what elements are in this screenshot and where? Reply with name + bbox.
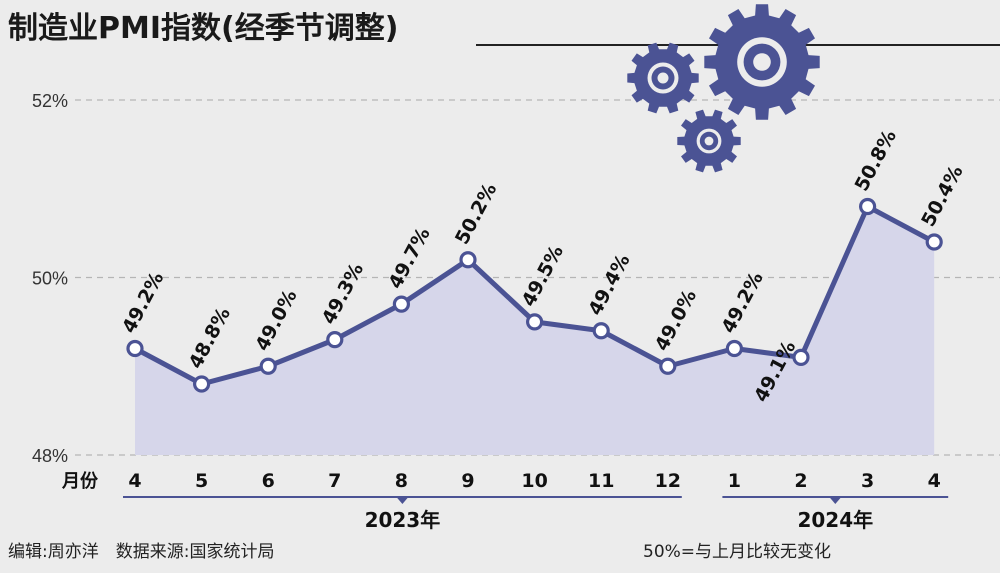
gear-hole: [753, 53, 771, 71]
y-axis: 48% 50% 52%: [32, 91, 68, 466]
x-tick-label: 10: [521, 470, 547, 492]
gear-hole: [704, 136, 714, 146]
area-layer: [135, 206, 935, 455]
data-point: [126, 339, 144, 358]
data-point: [392, 295, 410, 313]
x-tick-label: 7: [328, 470, 341, 492]
x-tick-label: 8: [395, 470, 408, 492]
data-label: 49.0%: [251, 286, 301, 355]
year-label: 2024年: [797, 508, 873, 532]
data-point: [193, 375, 211, 393]
x-tick-label: 6: [262, 470, 275, 492]
data-label: 50.2%: [451, 180, 501, 249]
y-tick-label: 48%: [32, 446, 68, 466]
data-point: [659, 357, 677, 375]
data-label: 49.2%: [717, 268, 767, 337]
y-tick-label: 50%: [32, 269, 68, 289]
x-tick-label: 9: [461, 470, 474, 492]
y-tick-label: 52%: [32, 91, 68, 111]
x-tick-label: 2: [794, 470, 807, 492]
x-axis-unit: 月份: [61, 470, 99, 492]
x-tick-label: 3: [861, 470, 874, 492]
note-text: 50%=与上月比较无变化: [643, 542, 831, 562]
x-tick-label: 1: [728, 470, 741, 492]
chart-title: 制造业PMI指数(经季节调整): [8, 11, 398, 46]
x-tick-label: 4: [128, 470, 141, 492]
data-label: 49.7%: [384, 224, 434, 293]
x-tick-label: 5: [195, 470, 208, 492]
credit-text: 编辑:周亦洋 数据来源:国家统计局: [8, 542, 274, 562]
data-label: 49.4%: [584, 251, 634, 320]
data-point: [259, 357, 277, 375]
data-label: 49.3%: [318, 259, 368, 328]
year-label: 2023年: [365, 508, 441, 532]
gear-hole: [657, 72, 669, 84]
year-bracket-pointer: [829, 497, 842, 504]
data-point: [725, 339, 744, 358]
data-label: 49.0%: [651, 286, 701, 355]
x-tick-label: 11: [588, 470, 614, 492]
data-label: 49.2%: [118, 268, 168, 337]
data-point: [525, 313, 544, 331]
data-marks: [126, 197, 943, 393]
gears-icon: [627, 4, 820, 173]
data-point: [858, 197, 877, 216]
data-point: [459, 251, 477, 269]
data-point: [925, 233, 943, 251]
area-fill: [135, 206, 935, 455]
data-point: [792, 348, 810, 366]
data-point: [592, 322, 610, 340]
data-point: [326, 331, 344, 349]
data-label: 50.4%: [917, 162, 967, 231]
data-label: 49.5%: [518, 242, 568, 311]
x-tick-label: 12: [655, 470, 681, 492]
data-label: 48.8%: [185, 304, 235, 373]
x-tick-label: 4: [928, 470, 941, 492]
data-label: 50.8%: [851, 126, 901, 195]
year-bracket-pointer: [396, 497, 409, 504]
